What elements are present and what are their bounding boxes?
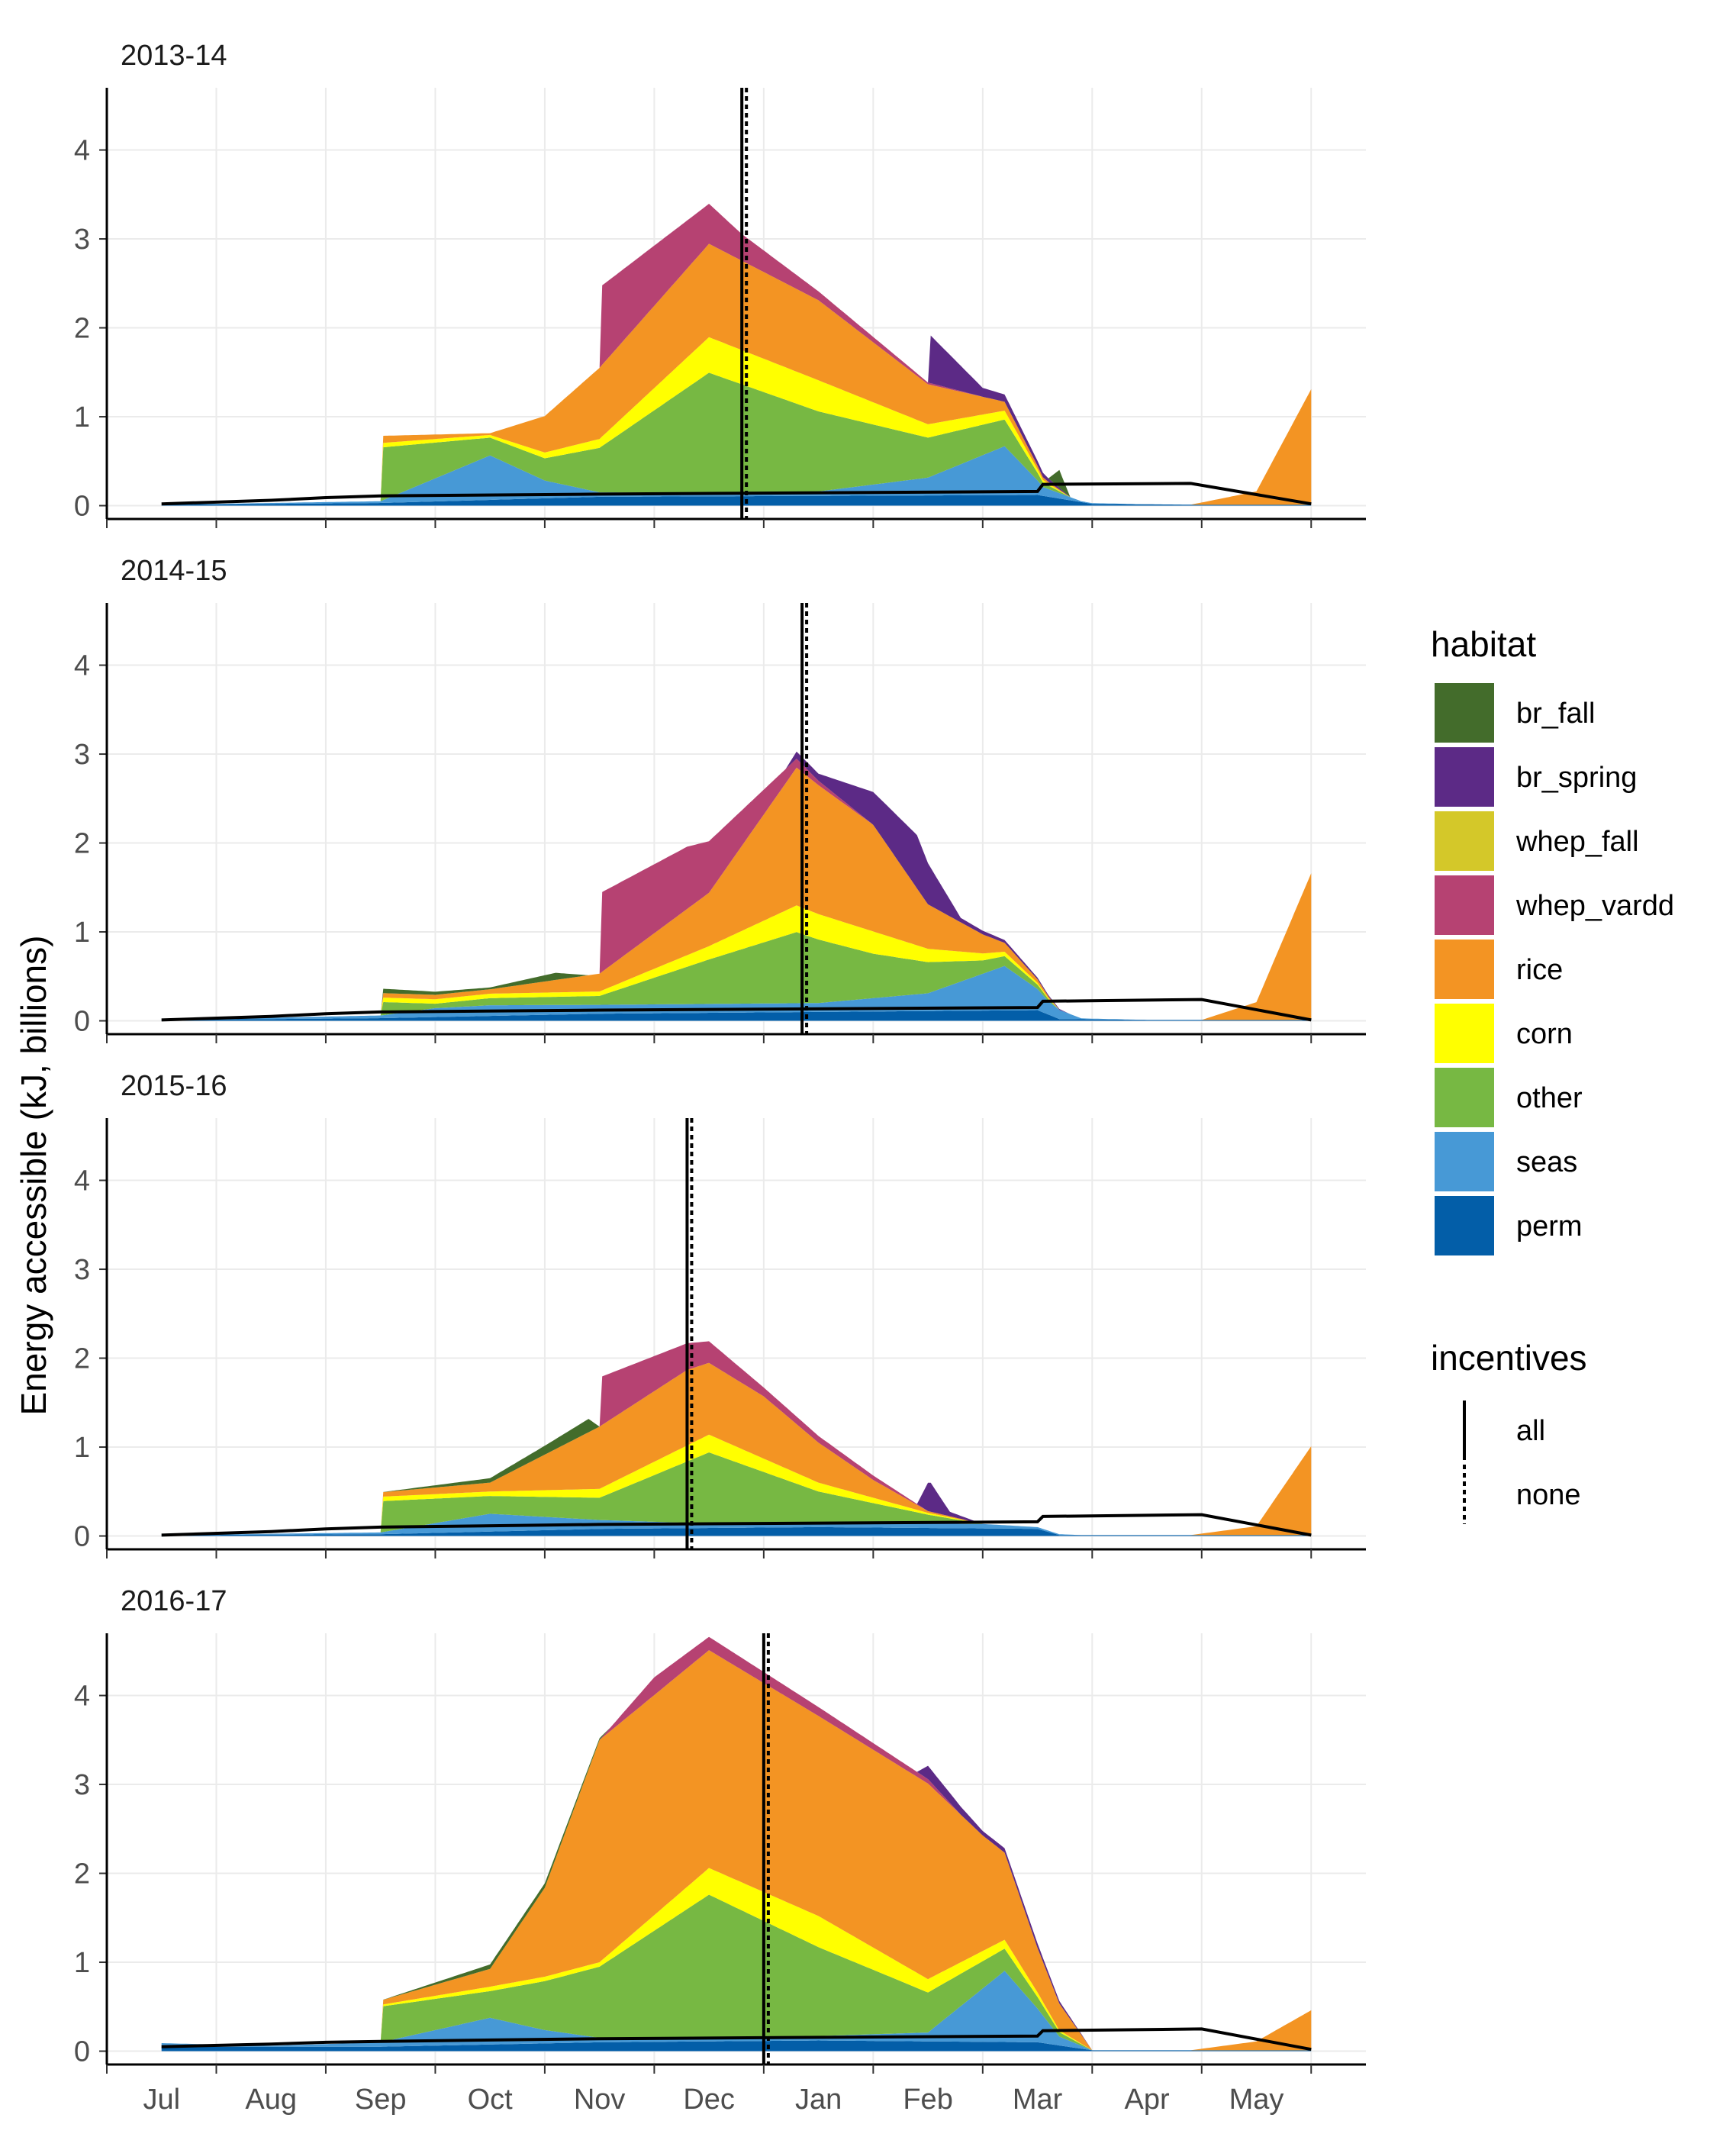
legend-label-other: other xyxy=(1516,1082,1583,1114)
panel-title: 2015-16 xyxy=(121,1070,227,1102)
area-rice xyxy=(161,767,1312,1020)
y-tick-label: 2 xyxy=(74,313,90,345)
area-corn xyxy=(161,1434,1312,1536)
y-tick-label: 2 xyxy=(74,1343,90,1375)
legend-habitat-title: habitat xyxy=(1431,624,1536,664)
legend-incentives-title: incentives xyxy=(1431,1338,1587,1378)
legend-key-br_spring xyxy=(1435,747,1494,807)
area-other xyxy=(161,1894,1312,2051)
legend-label-perm: perm xyxy=(1516,1210,1583,1243)
y-tick-label: 4 xyxy=(74,650,90,682)
area-other xyxy=(161,1452,1312,1536)
y-tick-label: 3 xyxy=(74,224,90,256)
panel-2014-15: 0 1 2 3 4 2014-15 xyxy=(74,555,1366,1043)
area-perm xyxy=(161,2040,1312,2052)
y-tick-label: 2 xyxy=(74,828,90,860)
panel-2016-17: 0 1 2 3 4 2016-17 Jul Aug Sep Oct Nov Dec Jan Feb Mar A… xyxy=(74,1585,1366,2116)
area-perm xyxy=(161,1526,1312,1536)
area-other xyxy=(161,372,1312,505)
legend-label-br_fall: br_fall xyxy=(1516,698,1596,730)
area-rice xyxy=(161,1362,1312,1536)
legend: habitat incentives br_fall br_spring whep_… xyxy=(1431,624,1674,1524)
panel-2013-14: 0 1 2 3 4 2013-14 xyxy=(74,40,1366,528)
area-rice xyxy=(161,1650,1312,2051)
area-perm xyxy=(161,1010,1312,1021)
legend-key-whep_fall xyxy=(1435,811,1494,871)
x-tick-label: Oct xyxy=(468,2084,514,2116)
y-tick-label: 4 xyxy=(74,1681,90,1713)
legend-key-br_fall xyxy=(1435,683,1494,743)
x-tick-label: Apr xyxy=(1124,2084,1169,2116)
legend-label-all: all xyxy=(1516,1415,1545,1447)
energy-demand-line xyxy=(161,998,1312,1022)
y-tick-label: 0 xyxy=(74,1006,90,1038)
panel-title: 2016-17 xyxy=(121,1585,227,1617)
y-tick-label: 3 xyxy=(74,1254,90,1286)
area-seas xyxy=(161,1971,1312,2051)
energy-demand-line xyxy=(161,2027,1312,2052)
panels: 0 1 2 3 4 2013-14 0 1 2 3 4 2014-15 0 1 2 3 4 2015-16 0 1 2 3… xyxy=(74,40,1366,2116)
x-tick-label: Nov xyxy=(574,2084,626,2116)
legend-key-other xyxy=(1435,1068,1494,1127)
area-other xyxy=(161,932,1312,1020)
y-tick-label: 1 xyxy=(74,917,90,949)
x-tick-label: Dec xyxy=(683,2084,735,2116)
legend-label-none: none xyxy=(1516,1479,1581,1511)
legend-label-br_spring: br_spring xyxy=(1516,762,1637,794)
area-rice xyxy=(161,243,1312,505)
legend-key-whep_vardd xyxy=(1435,875,1494,935)
y-axis-title: Energy accessible (kJ, billions) xyxy=(14,936,53,1416)
x-tick-label: Mar xyxy=(1013,2084,1063,2116)
x-tick-label: Aug xyxy=(245,2084,297,2116)
area-corn xyxy=(161,337,1312,505)
legend-key-corn xyxy=(1435,1004,1494,1063)
legend-label-seas: seas xyxy=(1516,1146,1577,1178)
legend-key-perm xyxy=(1435,1196,1494,1255)
y-tick-label: 2 xyxy=(74,1858,90,1890)
x-tick-label: Jan xyxy=(795,2084,842,2116)
y-tick-label: 3 xyxy=(74,1769,90,1801)
legend-label-whep_vardd: whep_vardd xyxy=(1515,890,1674,922)
panel-title: 2014-15 xyxy=(121,555,227,587)
legend-label-rice: rice xyxy=(1516,954,1563,986)
legend-label-corn: corn xyxy=(1516,1018,1573,1050)
panel-2015-16: 0 1 2 3 4 2015-16 xyxy=(74,1070,1366,1558)
x-tick-label: May xyxy=(1229,2084,1284,2116)
y-tick-label: 0 xyxy=(74,1521,90,1553)
y-tick-label: 4 xyxy=(74,135,90,167)
energy-demand-line xyxy=(161,1513,1312,1537)
panel-title: 2013-14 xyxy=(121,40,227,72)
y-tick-label: 3 xyxy=(74,739,90,771)
area-perm xyxy=(161,495,1312,506)
y-tick-label: 0 xyxy=(74,2036,90,2068)
y-tick-label: 1 xyxy=(74,401,90,434)
legend-key-rice xyxy=(1435,940,1494,999)
y-tick-label: 0 xyxy=(74,491,90,523)
y-tick-label: 1 xyxy=(74,1947,90,1979)
x-tick-label: Sep xyxy=(355,2084,407,2116)
x-tick-label: Jul xyxy=(143,2084,180,2116)
energy-demand-line xyxy=(161,482,1312,506)
y-tick-label: 4 xyxy=(74,1165,90,1197)
x-tick-label: Feb xyxy=(903,2084,952,2116)
legend-label-whep_fall: whep_fall xyxy=(1515,826,1639,858)
y-tick-label: 1 xyxy=(74,1432,90,1464)
area-corn xyxy=(161,1868,1312,2051)
legend-key-seas xyxy=(1435,1132,1494,1191)
